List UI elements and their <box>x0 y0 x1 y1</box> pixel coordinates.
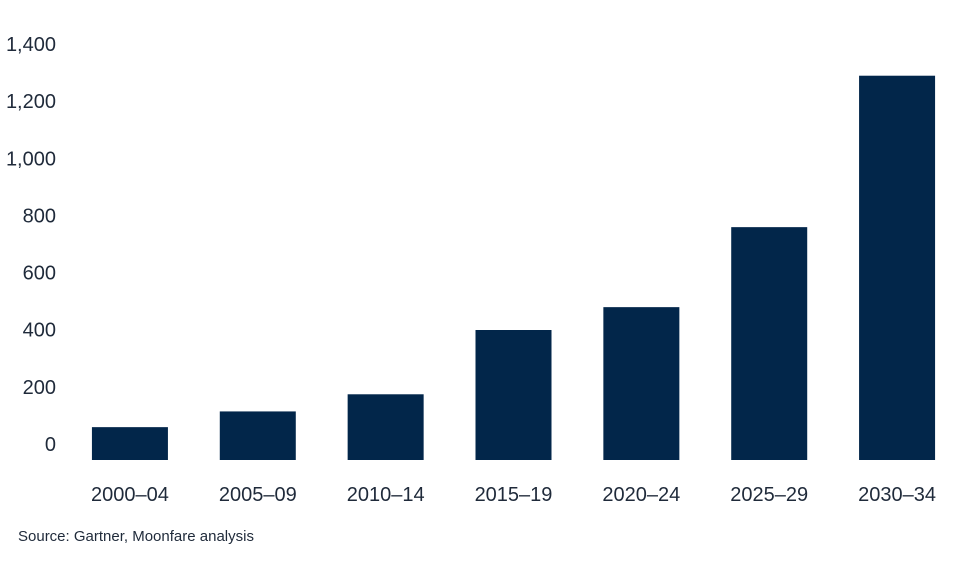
bar-chart: 0 200 400 600 800 1,000 1,200 1,400 2000–04 2005… <box>6 34 936 506</box>
bar <box>859 75 936 460</box>
x-tick-label: 2025–29 <box>730 484 808 506</box>
bar <box>731 227 808 460</box>
y-tick-label: 0 <box>45 434 56 456</box>
x-tick-label: 2010–14 <box>347 484 425 506</box>
y-tick-label: 1,200 <box>6 91 56 113</box>
x-tick-label: 2020–24 <box>602 484 680 506</box>
source-note: Source: Gartner, Moonfare analysis <box>18 528 254 545</box>
y-tick-label: 600 <box>23 263 56 285</box>
bar <box>219 411 296 460</box>
bar <box>347 394 424 460</box>
y-tick-label: 1,400 <box>6 34 56 56</box>
bar <box>91 427 168 460</box>
x-axis-ticks: 2000–04 2005–09 2010–14 2015–19 2020–24 2025–… <box>91 484 936 506</box>
y-tick-label: 200 <box>23 377 56 399</box>
y-tick-label: 400 <box>23 320 56 342</box>
y-axis-ticks: 0 200 400 600 800 1,000 1,200 1,400 <box>6 34 56 456</box>
bar <box>475 330 552 460</box>
y-tick-label: 1,000 <box>6 148 56 170</box>
bars <box>91 75 936 460</box>
y-tick-label: 800 <box>23 205 56 227</box>
x-tick-label: 2005–09 <box>219 484 297 506</box>
x-tick-label: 2015–19 <box>475 484 553 506</box>
x-tick-label: 2000–04 <box>91 484 169 506</box>
bar <box>603 307 680 460</box>
x-tick-label: 2030–34 <box>858 484 936 506</box>
